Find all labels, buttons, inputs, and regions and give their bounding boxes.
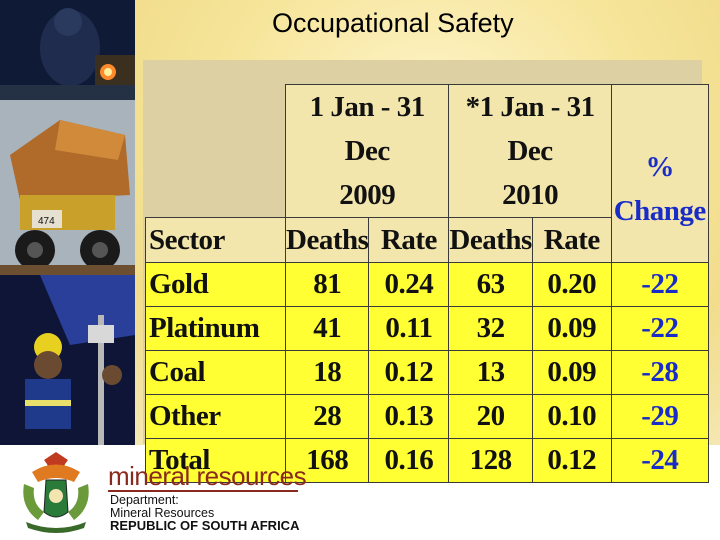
cell-sector: Other <box>145 394 286 439</box>
cell-rate-2010: 0.09 <box>531 350 612 395</box>
period-header-row: 1 Jan - 31 Dec 2009 *1 Jan - 31 Dec 2010… <box>145 84 709 263</box>
col-header-deaths-2009: Deaths <box>284 217 370 263</box>
cell-change: -24 <box>610 438 709 483</box>
cell-deaths-2009: 41 <box>284 306 370 351</box>
cell-deaths-2010: 128 <box>448 438 533 483</box>
table-row-total: Total 168 0.16 128 0.12 -24 <box>145 438 709 483</box>
col-header-sector: Sector <box>145 217 286 263</box>
change-header-label: Change <box>613 194 707 227</box>
cell-rate-2009: 0.13 <box>368 394 450 439</box>
period-2010-year: 2010 <box>502 179 559 211</box>
cell-rate-2009: 0.24 <box>368 262 450 307</box>
cell-change: -28 <box>610 350 709 395</box>
cell-rate-2009: 0.16 <box>368 438 450 483</box>
country-name: REPUBLIC OF SOUTH AFRICA <box>110 518 300 533</box>
table-row-other: Other 28 0.13 20 0.10 -29 <box>145 394 709 439</box>
brand-name: mineral resources <box>108 461 307 491</box>
photo-worker-furnace <box>0 0 135 100</box>
cell-deaths-2010: 20 <box>448 394 533 439</box>
mining-photo-collage: 474 <box>0 0 135 445</box>
dept-label: Department: <box>110 493 179 507</box>
cell-deaths-2010: 13 <box>448 350 533 395</box>
svg-text:474: 474 <box>38 216 55 227</box>
cell-change: -22 <box>610 306 709 351</box>
change-header-percent: % <box>645 150 675 183</box>
cell-rate-2009: 0.11 <box>368 306 450 351</box>
cell-rate-2010: 0.20 <box>531 262 612 307</box>
table-row-coal: Coal 18 0.12 13 0.09 -28 <box>145 350 709 395</box>
cell-deaths-2009: 18 <box>284 350 370 395</box>
slide-title: Occupational Safety <box>272 8 514 38</box>
cell-sector: Coal <box>145 350 286 395</box>
col-header-rate-2009: Rate <box>368 217 450 263</box>
period-header-2010: *1 Jan - 31 Dec 2010 <box>448 84 612 218</box>
cell-deaths-2009: 28 <box>284 394 370 439</box>
dept-name: Mineral Resources <box>110 506 215 520</box>
period-2009-year: 2009 <box>339 179 396 211</box>
south-africa-coat-of-arms-icon <box>16 452 96 534</box>
cell-deaths-2010: 32 <box>448 306 533 351</box>
cell-sector: Platinum <box>145 306 286 351</box>
cell-rate-2010: 0.10 <box>531 394 612 439</box>
brand-divider <box>108 490 298 492</box>
empty-header-cell <box>145 84 286 218</box>
table-row-platinum: Platinum 41 0.11 32 0.09 -22 <box>145 306 709 351</box>
period-2010-range: *1 Jan - 31 Dec <box>465 91 596 167</box>
cell-deaths-2009: 168 <box>284 438 370 483</box>
photo-mining-truck: 474 <box>0 100 135 275</box>
period-header-2009: 1 Jan - 31 Dec 2009 <box>284 84 450 218</box>
cell-deaths-2009: 81 <box>284 262 370 307</box>
cell-sector: Gold <box>145 262 286 307</box>
col-header-rate-2010: Rate <box>531 217 612 263</box>
photo-miner-helmet <box>0 275 135 445</box>
table-row-gold: Gold 81 0.24 63 0.20 -22 <box>145 262 709 307</box>
col-header-deaths-2010: Deaths <box>448 217 533 263</box>
cell-rate-2010: 0.09 <box>531 306 612 351</box>
cell-change: -29 <box>610 394 709 439</box>
cell-rate-2009: 0.12 <box>368 350 450 395</box>
period-2009-range: 1 Jan - 31 Dec <box>309 91 426 167</box>
cell-deaths-2010: 63 <box>448 262 533 307</box>
cell-sector: Total <box>145 438 286 483</box>
cell-change: -22 <box>610 262 709 307</box>
occupational-safety-table: 1 Jan - 31 Dec 2009 *1 Jan - 31 Dec 2010… <box>145 84 709 483</box>
cell-rate-2010: 0.12 <box>531 438 612 483</box>
change-header: % Change <box>610 84 709 263</box>
